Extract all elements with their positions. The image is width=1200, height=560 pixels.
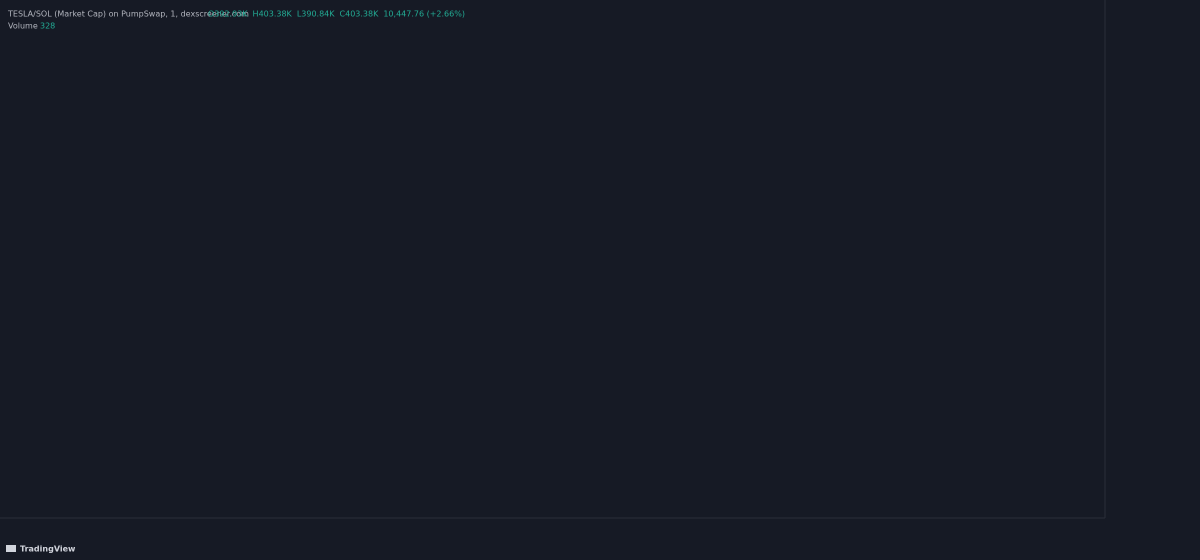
header-ohlc: 10,447.76 (+2.66%) <box>383 10 465 19</box>
volume-label: Volume <box>8 22 38 31</box>
brand-logo <box>6 545 16 552</box>
header-ohlc: C403.38K <box>340 10 380 19</box>
brand-text: TradingView <box>20 545 76 554</box>
header-ohlc: O392.93K <box>208 10 248 19</box>
volume-value: 328 <box>40 22 55 31</box>
header-ohlc: L390.84K <box>297 10 335 19</box>
header-ohlc: H403.38K <box>253 10 293 19</box>
symbol-title: TESLA/SOL (Market Cap) on PumpSwap, 1, d… <box>7 10 249 19</box>
brand: TradingView <box>6 545 76 554</box>
